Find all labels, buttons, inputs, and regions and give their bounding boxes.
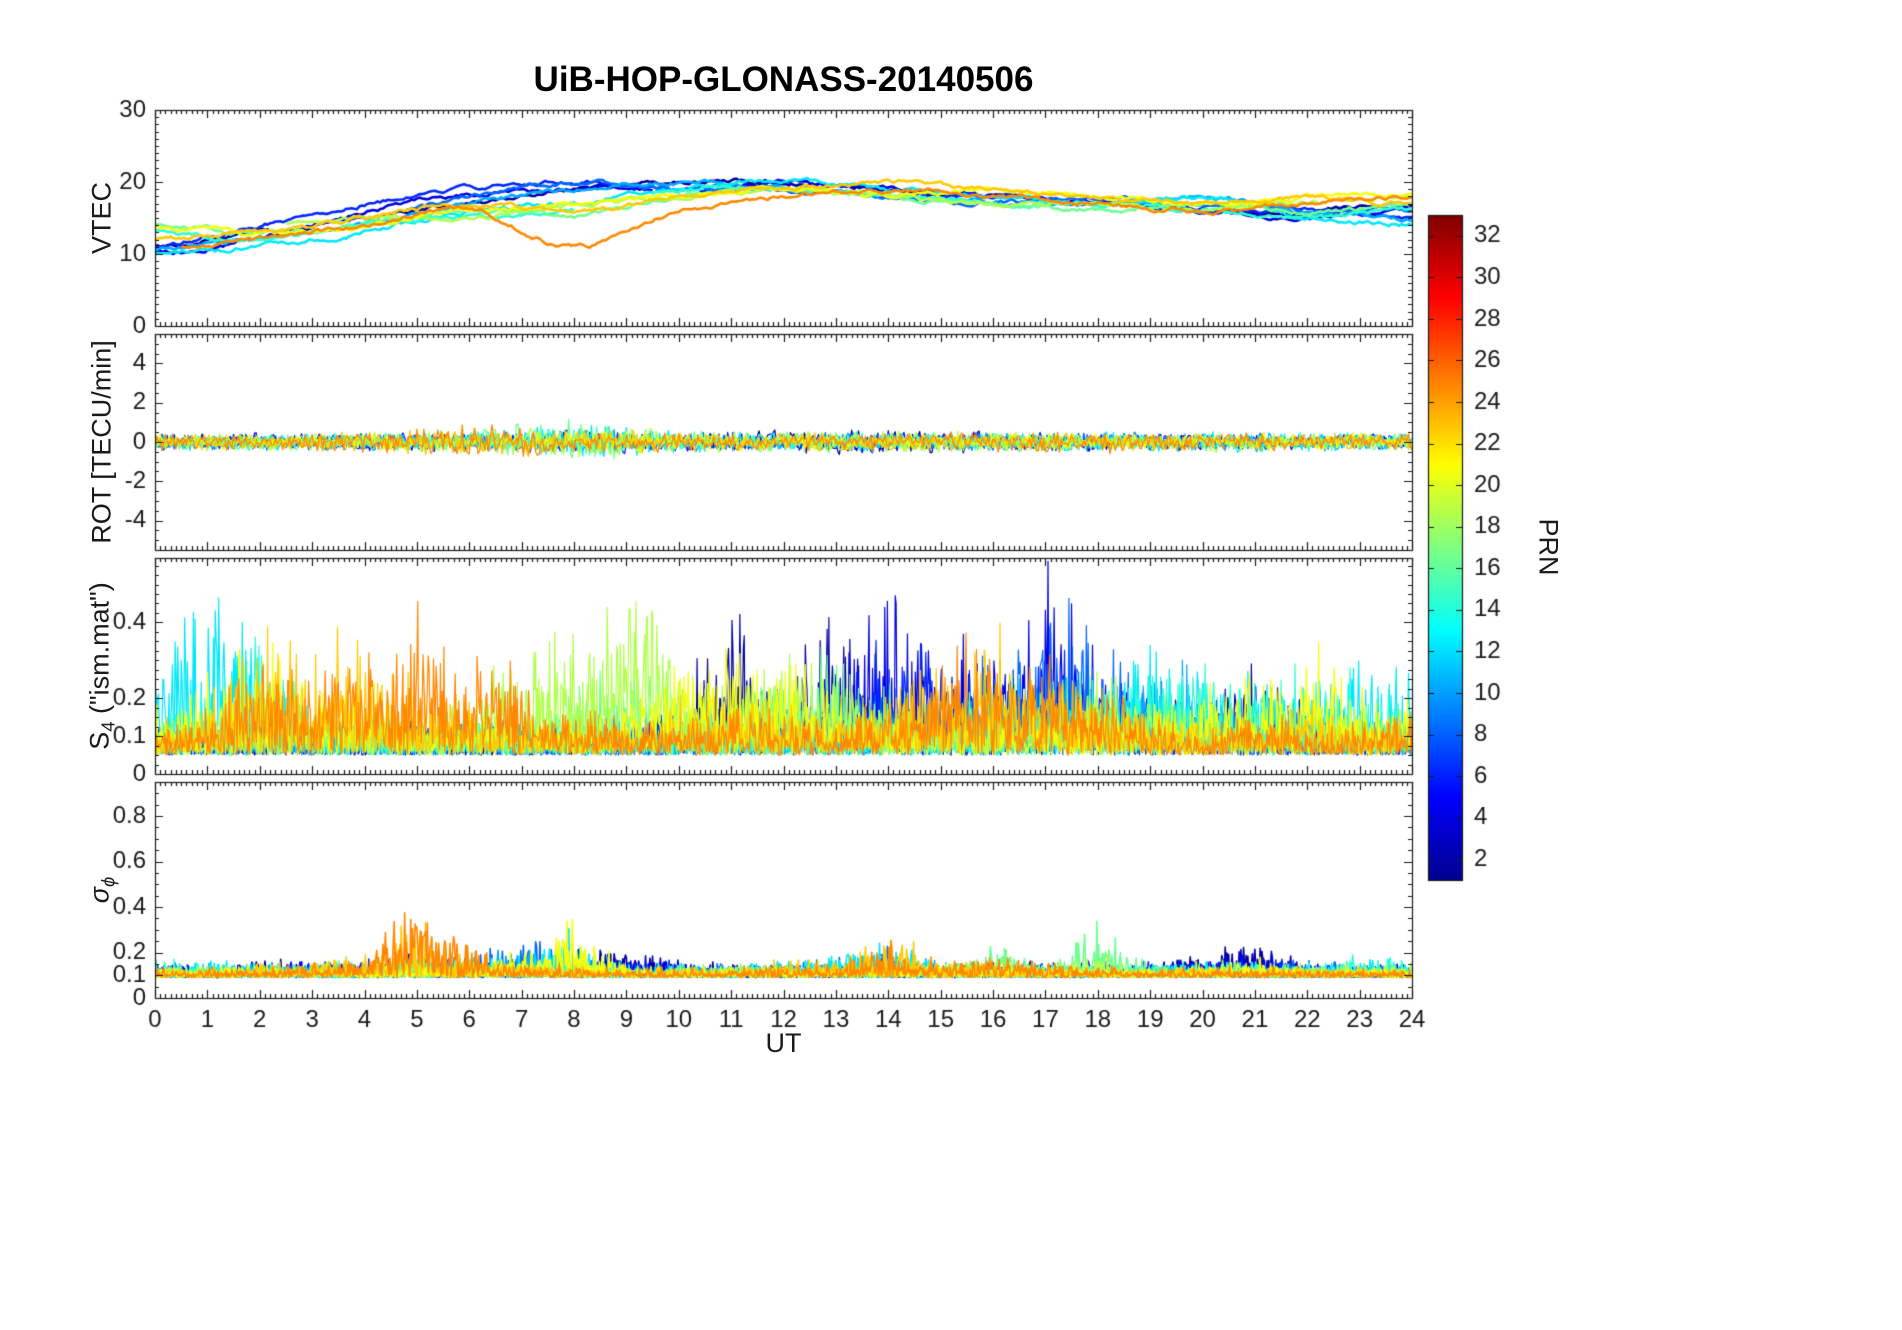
colorbar-label-prn: PRN (1533, 518, 1564, 576)
x-axis-label: UT (765, 1028, 802, 1058)
y-axis-label-rot: ROT [TECU/min] (86, 340, 117, 544)
y-axis-label-sigma-phi: σϕ (84, 876, 119, 904)
y-axis-label-vtec: VTEC (86, 181, 117, 255)
y-axis-label-s4: S4 ("ism.mat") (84, 582, 119, 750)
